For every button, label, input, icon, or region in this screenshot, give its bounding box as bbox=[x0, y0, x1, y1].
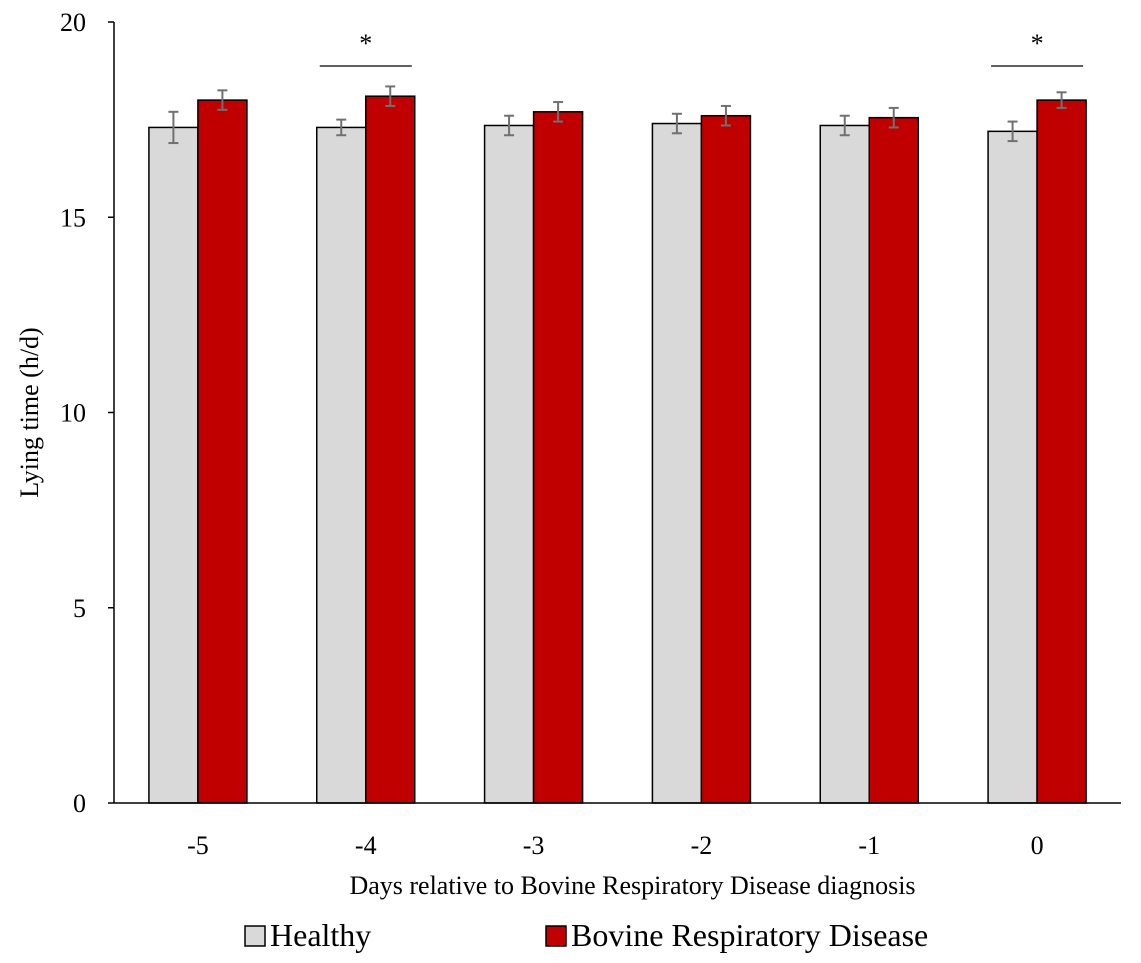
legend-swatch-brd bbox=[545, 925, 567, 947]
x-tick-label: -4 bbox=[355, 831, 377, 860]
error-bar bbox=[839, 114, 850, 137]
x-tick-labels: -5 -4 -3 -2 -1 0 bbox=[187, 831, 1044, 860]
bar-brd-2 bbox=[532, 111, 584, 804]
bar-brd-5 bbox=[1036, 99, 1087, 804]
y-tick-label: 5 bbox=[73, 594, 86, 623]
error-bar bbox=[553, 101, 564, 123]
x-tick-label: -2 bbox=[691, 831, 713, 860]
axes-layer bbox=[113, 22, 1121, 804]
bar-brd-3 bbox=[700, 114, 752, 804]
bar-brd-1 bbox=[365, 95, 416, 804]
bars-layer bbox=[148, 95, 1087, 804]
error-bar bbox=[720, 104, 731, 127]
y-tick-label: 20 bbox=[60, 8, 86, 37]
legend-swatch-healthy bbox=[244, 925, 266, 947]
legend-label-healthy: Healthy bbox=[270, 917, 371, 953]
bar-healthy-2 bbox=[483, 124, 535, 804]
y-tick-label: 0 bbox=[73, 789, 86, 818]
error-bar bbox=[168, 110, 179, 145]
bar-healthy-5 bbox=[987, 130, 1038, 804]
x-tick-label: -1 bbox=[858, 831, 880, 860]
significance-marker: * bbox=[359, 29, 372, 58]
error-bar bbox=[1056, 91, 1067, 109]
bar-healthy-1 bbox=[316, 126, 367, 804]
y-axis-label: Lying time (h/d) bbox=[15, 327, 44, 497]
legend: Healthy Bovine Respiratory Disease bbox=[244, 917, 928, 953]
bar-healthy-0 bbox=[148, 126, 199, 804]
error-bar bbox=[217, 89, 228, 111]
legend-label-brd: Bovine Respiratory Disease bbox=[571, 917, 928, 953]
x-tick-label: 0 bbox=[1031, 831, 1044, 860]
x-tick-label: -3 bbox=[523, 831, 545, 860]
annotations-layer: * * bbox=[319, 29, 1084, 67]
bar-healthy-4 bbox=[819, 124, 870, 804]
error-bars-layer bbox=[168, 85, 1067, 145]
x-axis-label: Days relative to Bovine Respiratory Dise… bbox=[349, 871, 915, 900]
y-tick-label: 15 bbox=[60, 203, 86, 232]
significance-marker: * bbox=[1031, 29, 1044, 58]
x-tick-label: -5 bbox=[187, 831, 209, 860]
bar-healthy-3 bbox=[651, 122, 703, 804]
y-tick-label: 10 bbox=[60, 399, 86, 428]
error-bar bbox=[671, 112, 682, 135]
bar-brd-4 bbox=[868, 116, 919, 804]
error-bar bbox=[504, 114, 515, 137]
error-bar bbox=[888, 106, 899, 129]
bar-brd-0 bbox=[197, 99, 248, 804]
error-bar bbox=[385, 85, 396, 107]
error-bar bbox=[1007, 120, 1018, 143]
error-bar bbox=[336, 118, 347, 137]
y-tick-labels: 0 5 10 15 20 bbox=[60, 8, 114, 818]
